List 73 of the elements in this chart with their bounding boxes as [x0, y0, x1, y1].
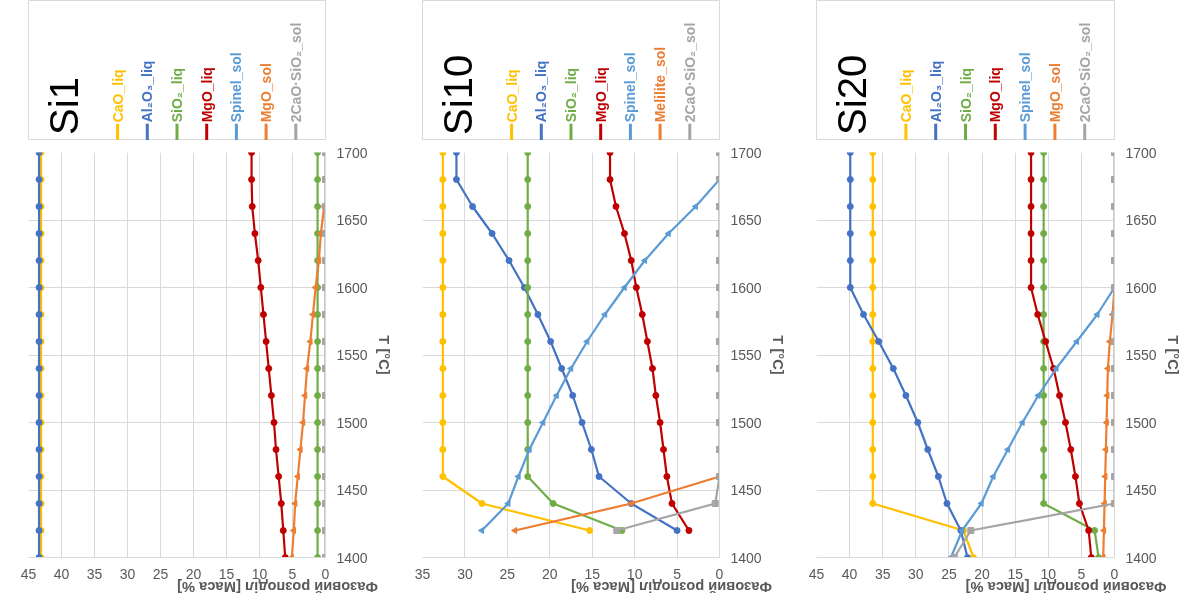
x-tick-label: 35	[874, 565, 891, 582]
text: SiO₂_liq	[169, 67, 185, 123]
y-tick-label: 1500	[730, 414, 762, 431]
text: MgO_liq	[198, 67, 215, 123]
y-tick-label: 1600	[336, 279, 368, 296]
text: SiO₂_liq	[563, 67, 579, 123]
x-tick-label: 20	[185, 565, 202, 582]
text: CaO_liq	[897, 69, 914, 123]
text: 2CaO·SiO₂_sol	[1076, 22, 1093, 123]
text: Melilite_sol	[652, 46, 669, 123]
text: Al₂O₃_liq	[533, 60, 550, 123]
chart-title: Si1	[42, 77, 87, 135]
x-tick-label: 45	[808, 565, 825, 582]
text: Al₂O₃_liq	[927, 60, 944, 123]
x-tick-label: 40	[53, 565, 70, 582]
text: Spinel_sol	[622, 52, 639, 123]
legend-label: Spinel_sol	[228, 52, 245, 123]
x-tick-label: 20	[974, 565, 991, 582]
x-tick-label: 15	[584, 565, 601, 582]
y-tick-label: 1500	[1125, 414, 1157, 431]
x-tick-label: 25	[499, 565, 516, 582]
x-tick-label: 0	[715, 565, 724, 582]
x-tick-label: 30	[908, 565, 924, 582]
text: SiO₂_liq	[957, 67, 974, 123]
y-tick-label: 1650	[730, 212, 762, 228]
chart-title: Si10	[436, 54, 481, 135]
text: 2CaO·SiO₂_sol	[287, 22, 304, 123]
text: CaO_liq	[503, 69, 520, 123]
x-tick-label: 0	[321, 565, 330, 582]
x-tick-label: 15	[1007, 565, 1024, 582]
y-tick-label: 1400	[336, 549, 368, 566]
text: Spinel_sol	[1017, 52, 1034, 123]
y-axis-title: T [°C]	[769, 335, 786, 375]
x-tick-label: 5	[673, 565, 682, 582]
y-axis-title: T [°C]	[375, 335, 392, 375]
y-tick-label: 1400	[730, 549, 762, 566]
y-tick-label: 1550	[730, 347, 762, 363]
y-tick-label: 1600	[1125, 279, 1157, 296]
x-tick-label: 15	[218, 565, 235, 582]
y-axis-title: T [°C]	[1164, 335, 1181, 375]
x-tick-label: 5	[1077, 565, 1086, 582]
x-tick-label: 0	[1110, 565, 1119, 582]
x-tick-label: 5	[288, 565, 297, 582]
y-tick-label: 1600	[730, 279, 762, 296]
text: MgO_liq	[592, 67, 609, 123]
y-tick-label: 1700	[336, 144, 368, 161]
y-tick-label: 1500	[336, 414, 368, 431]
x-tick-label: 20	[542, 565, 558, 582]
x-tick-label: 40	[841, 565, 858, 582]
y-tick-label: 1550	[1125, 347, 1157, 363]
x-tick-label: 35	[414, 565, 431, 582]
y-tick-label: 1450	[336, 482, 368, 498]
y-tick-label: 1450	[730, 482, 762, 498]
x-tick-label: 35	[86, 565, 103, 582]
y-tick-label: 1700	[730, 144, 762, 161]
y-tick-label: 1700	[1125, 144, 1157, 161]
y-tick-label: 1650	[336, 212, 368, 228]
chart-title: Si20	[830, 54, 875, 135]
text: 2CaO·SiO₂_sol	[681, 22, 698, 123]
text: MgO_sol	[258, 63, 275, 123]
y-tick-label: 1550	[336, 347, 368, 363]
x-tick-label: 30	[119, 565, 136, 582]
text: CaO_liq	[109, 69, 126, 123]
x-tick-label: 30	[457, 565, 473, 582]
text: Al₂O₃_liq	[139, 60, 156, 123]
x-tick-label: 25	[152, 565, 169, 582]
x-tick-label: 45	[20, 565, 37, 582]
text: MgO_liq	[987, 67, 1004, 123]
y-tick-label: 1450	[1125, 482, 1157, 498]
y-tick-label: 1650	[1125, 212, 1157, 228]
x-tick-label: 25	[941, 565, 957, 582]
y-tick-label: 1400	[1125, 549, 1157, 566]
text: MgO_sol	[1046, 63, 1063, 123]
